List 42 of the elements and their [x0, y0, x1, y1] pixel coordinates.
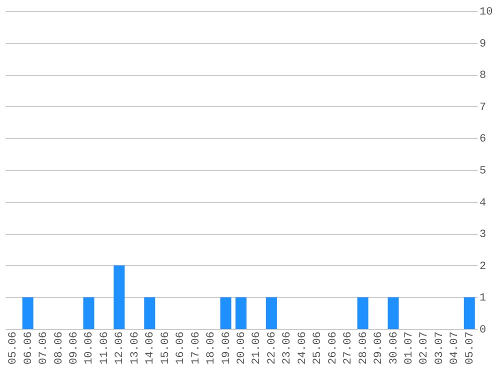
- x-tick-label: 29.06: [373, 332, 386, 365]
- x-tick-label: 23.06: [282, 332, 294, 365]
- x-tick-label: 04.07: [449, 332, 462, 365]
- y-tick-label: 2: [480, 260, 486, 273]
- y-tick-label: 6: [480, 134, 486, 146]
- y-tick-label: 0: [480, 324, 486, 336]
- x-tick-label: 15.06: [160, 332, 172, 365]
- x-tick-label: 18.06: [206, 332, 218, 365]
- x-tick-label: 19.06: [220, 332, 233, 365]
- x-tick-label: 16.06: [175, 332, 188, 365]
- x-tick-label: 05.06: [8, 332, 20, 365]
- x-tick-label: 09.06: [68, 332, 81, 365]
- x-tick-label: 13.06: [129, 332, 142, 365]
- y-tick-label: 10: [480, 6, 493, 18]
- x-tick-label: 25.06: [312, 332, 324, 365]
- x-tick-label: 30.06: [388, 332, 400, 365]
- x-tick-label: 01.07: [403, 332, 416, 365]
- y-tick-label: 9: [480, 38, 486, 50]
- y-tick-label: 8: [480, 70, 486, 82]
- y-tick-label: 5: [480, 166, 486, 178]
- y-tick-label: 1: [480, 292, 486, 305]
- x-tick-label: 03.07: [434, 332, 446, 365]
- x-tick-label: 05.07: [464, 332, 476, 365]
- x-tick-label: 26.06: [327, 332, 340, 365]
- x-tick-label: 28.06: [358, 332, 370, 365]
- x-tick-label: 27.06: [342, 332, 355, 365]
- x-tick-label: 11.06: [98, 332, 111, 365]
- x-tick-label: 07.06: [38, 332, 50, 365]
- x-tick-label: 17.06: [190, 332, 202, 365]
- y-tick-label: 7: [480, 102, 486, 114]
- x-tick-label: 14.06: [144, 332, 157, 365]
- x-tick-label: 06.06: [22, 332, 35, 365]
- y-tick-label: 4: [480, 197, 486, 210]
- x-tick-label: 20.06: [236, 332, 248, 365]
- x-tick-label: 12.06: [114, 332, 126, 365]
- x-tick-label: 22.06: [266, 332, 278, 365]
- x-tick-label: 24.06: [296, 332, 309, 365]
- x-tick-label: 08.06: [53, 332, 66, 365]
- y-tick-label: 3: [480, 229, 486, 242]
- x-tick-label: 21.06: [251, 332, 264, 365]
- x-tick-label: 02.07: [418, 332, 431, 365]
- x-tick-label: 10.06: [84, 332, 96, 365]
